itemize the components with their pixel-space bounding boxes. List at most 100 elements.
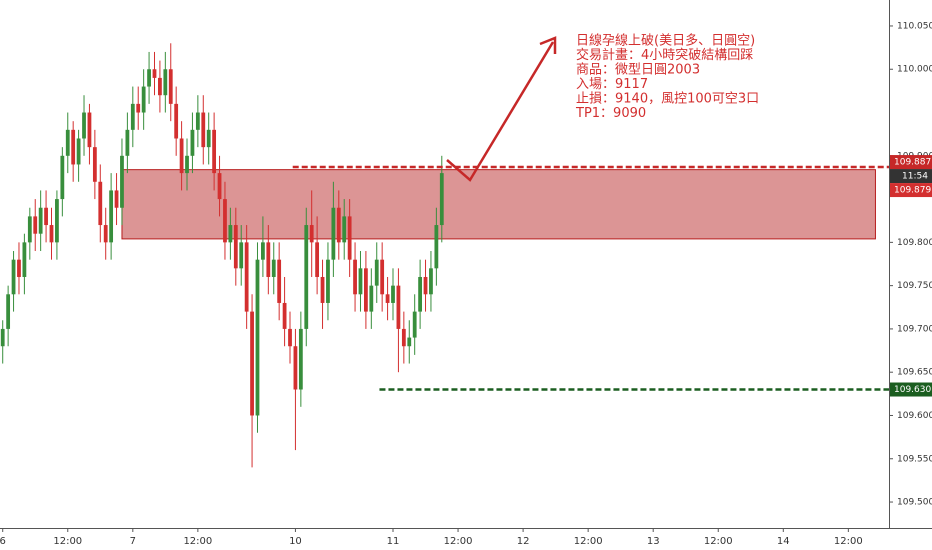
candle-body (185, 155, 189, 174)
candle-body (342, 216, 347, 243)
target-price-label-bg (890, 382, 932, 397)
candle-body (136, 103, 141, 113)
current-price-label-bg (890, 183, 932, 198)
candle-body (261, 242, 265, 260)
candle-body (304, 225, 309, 329)
candle-body (114, 190, 119, 208)
candle-body (326, 259, 330, 303)
candle-body (38, 207, 43, 234)
candle-body (418, 276, 423, 312)
candle-body (223, 199, 227, 243)
x-tick-label: 12:00 (834, 536, 863, 547)
candle-body (6, 294, 11, 329)
y-tick-label: 109.750 (897, 281, 932, 291)
candle-body (347, 216, 352, 260)
y-tick-label: 109.550 (897, 454, 932, 464)
candle-body (22, 242, 27, 277)
candle-body (429, 268, 433, 295)
candle-body (201, 112, 206, 148)
candle-body (206, 129, 211, 148)
stop-price-label: 109.887 (894, 158, 931, 168)
x-tick-label: 12:00 (444, 536, 473, 547)
annotation: 日線孕線上破(美日多、日圓空)交易計畫：4小時突破結構回踩商品：微型日圓2003… (575, 33, 759, 122)
arrow-head (539, 36, 557, 54)
candle-body (353, 259, 357, 295)
candle-body (11, 259, 16, 295)
candle-body (65, 129, 70, 156)
plot (0, 43, 889, 468)
candle-body (179, 138, 184, 174)
candle-body (434, 225, 439, 269)
candle-body (412, 311, 417, 338)
candle-body (125, 129, 130, 156)
target-price-label: 109.630 (894, 385, 931, 395)
candle-body (298, 328, 303, 390)
x-tick-label: 12:00 (574, 536, 603, 547)
time-label: 11:54 (902, 172, 928, 182)
candle-body (358, 268, 363, 295)
candle-body (33, 216, 38, 234)
candle-body (396, 285, 401, 329)
candle-body (336, 207, 341, 243)
y-tick-label: 109.500 (897, 498, 932, 508)
y-tick-label: 110.000 (897, 65, 932, 75)
candle-body (87, 112, 92, 148)
candle-body (309, 225, 314, 243)
stop-price-label-bg (890, 155, 932, 170)
candle-body (147, 69, 151, 87)
candle-body (380, 259, 385, 295)
zone (121, 169, 876, 240)
candle-body (17, 259, 21, 277)
annotation-line: TP1：9090 (575, 106, 646, 121)
candle-body (239, 242, 244, 269)
candle-body (277, 259, 282, 303)
current-price-label: 109.879 (894, 186, 931, 196)
candle-body (244, 242, 249, 312)
candle-body (407, 337, 412, 347)
candle-body (288, 328, 292, 347)
y-tick-label: 109.800 (897, 238, 932, 248)
candle-body (82, 112, 86, 139)
x-tick-label: 12:00 (704, 536, 733, 547)
candle-body (401, 328, 406, 347)
candle-body (331, 207, 336, 260)
candle-body (320, 276, 325, 303)
candle-body (369, 285, 374, 312)
x-tick-label: 12 (517, 536, 530, 547)
candle-body (374, 259, 379, 286)
candle-body (439, 173, 444, 226)
y-tick-label: 109.700 (897, 324, 932, 334)
annotation-line: 交易計畫：4小時突破結構回踩 (576, 47, 753, 63)
candle-body (190, 129, 195, 156)
candle-body (98, 181, 103, 226)
candle-body (282, 302, 287, 329)
candle-body (130, 103, 135, 130)
candle-body (49, 225, 54, 243)
candle-body (152, 69, 157, 78)
candle-body (71, 129, 76, 165)
candle-body (109, 190, 114, 243)
x-tick-label: 12:00 (53, 536, 82, 547)
x-tick-label: 13 (647, 536, 660, 547)
candle-body (60, 155, 65, 200)
y-tick-label: 109.650 (897, 368, 932, 378)
candle-body (266, 242, 271, 277)
candle-body (168, 69, 173, 104)
annotation-line: 商品：微型日圓2003 (576, 63, 700, 78)
candle-body (55, 199, 59, 243)
candle-body (158, 77, 162, 96)
candle-body (423, 276, 428, 295)
candle-body (385, 294, 390, 303)
candle-body (364, 268, 368, 312)
candle-body (174, 103, 179, 139)
candle-body (103, 225, 108, 243)
candle-body (212, 129, 217, 174)
candle-body (195, 112, 200, 130)
candle-body (0, 328, 5, 347)
candle-body (217, 173, 222, 200)
x-tick-label: 10 (289, 536, 302, 547)
candle-body (76, 138, 81, 165)
candle-body (233, 225, 238, 269)
y-tick-label: 110.050 (897, 21, 932, 31)
